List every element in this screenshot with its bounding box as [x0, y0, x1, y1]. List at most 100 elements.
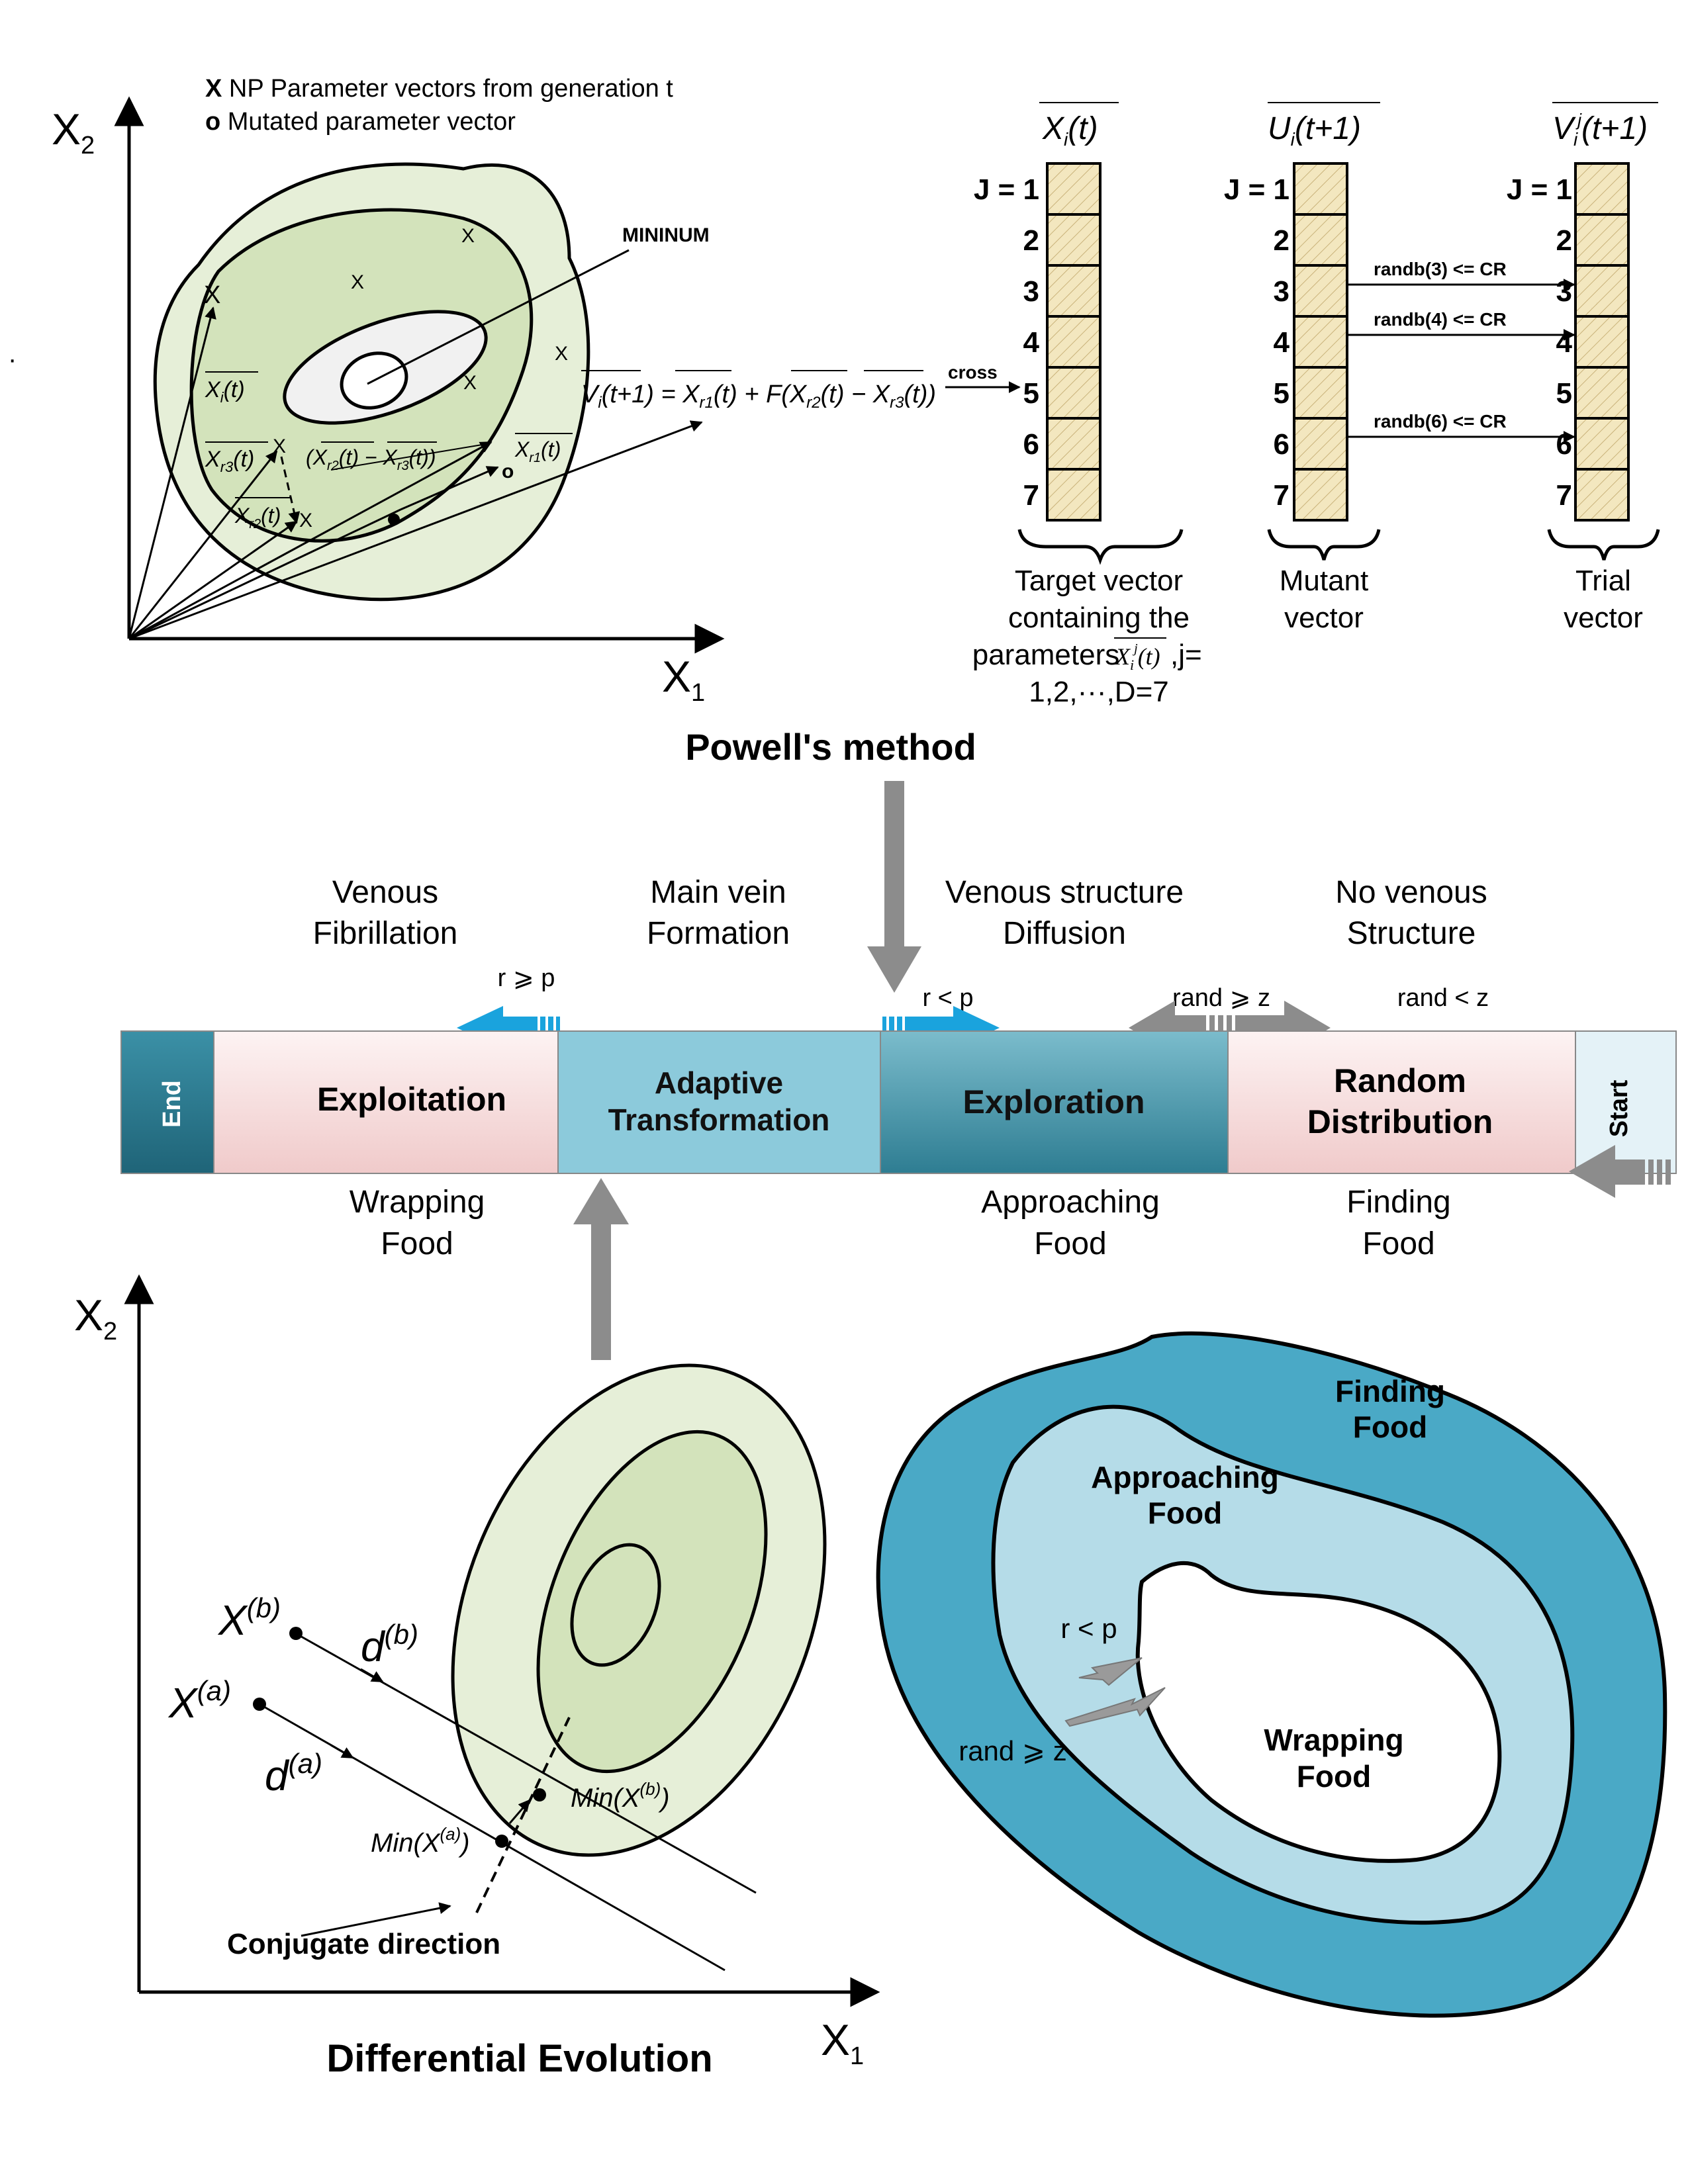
trial-brace: [1547, 529, 1660, 561]
band-exploitation: [213, 1030, 559, 1174]
phase-approaching-2: Food: [1034, 1226, 1106, 1261]
trial-caption: Trial vector: [1564, 565, 1643, 634]
phase-venous-diffusion: Venous structure: [945, 875, 1184, 910]
difference-vector: [280, 456, 301, 524]
trial-vector-cell: [1574, 468, 1630, 522]
minimum-label: MININUM: [622, 224, 710, 246]
svg-text:,j=: ,j=: [1170, 639, 1202, 671]
mutant-brace: [1267, 529, 1381, 561]
mutant-vector-cell: [1293, 213, 1348, 267]
svg-text:Target vector: Target vector: [1015, 565, 1183, 597]
diff-label-leader: [330, 443, 491, 471]
mutant-vector-row-label: 2: [1274, 224, 1289, 257]
mutant-vector-cell: [1293, 468, 1348, 522]
svg-text:vector: vector: [1564, 602, 1643, 634]
trial-vector-row-label: 3: [1556, 275, 1572, 308]
xi-label: Xi(t): [205, 371, 258, 406]
target-vector-column: J = 1 2 3 4 5 6 7: [974, 162, 1102, 522]
trial-vector-row-label: 2: [1556, 224, 1572, 257]
trial-vector-row-label: 7: [1556, 479, 1572, 512]
mutant-vector-row-label: 7: [1274, 479, 1289, 512]
trial-header: Vij(t+1): [1552, 102, 1658, 150]
trial-vector-cell: [1574, 417, 1630, 471]
svg-text:(Xr2(t) − Xr3(t)): (Xr2(t) − Xr3(t)): [306, 445, 436, 473]
trial-vector-row-label: 6: [1556, 428, 1572, 461]
svg-text:Vi(t+1) = Xr1(t) + F(Xr2(t) −: Vi(t+1) = Xr1(t) + F(Xr2(t) − Xr3(t)): [581, 381, 936, 412]
phase-labels-bottom: Wrapping Food Approaching Food Finding F…: [350, 1185, 1451, 1261]
band-exploration: [880, 1030, 1229, 1174]
legend-x-line: X NP Parameter vectors from generation t: [205, 75, 673, 103]
target-vector-row-label: J = 1: [974, 173, 1039, 206]
mutant-vector-cell: [1293, 315, 1348, 369]
svg-text:containing the: containing the: [1008, 602, 1190, 634]
phase-venous-fibrillation: Venous: [332, 875, 438, 910]
de-y-axis-label: X2: [52, 105, 95, 159]
finding-food-label-2: Food: [1353, 1410, 1427, 1444]
food-condition-rand-ge-z: rand ⩾ z: [959, 1735, 1067, 1766]
pop-marker: X: [555, 343, 568, 365]
scaled-difference: [400, 466, 499, 511]
mutation-formula: Vi(t+1) = Xr1(t) + F(Xr2(t) − Xr3(t)): [581, 370, 936, 412]
svg-text:1,2,···,D=7: 1,2,···,D=7: [1029, 676, 1169, 708]
pop-marker: X: [299, 510, 312, 531]
conjugate-direction-arrow: [508, 1799, 531, 1824]
direction-arrow-a: [330, 1744, 354, 1759]
point-xa: [253, 1698, 266, 1711]
condition-r-lt-p: r < p: [922, 984, 973, 1012]
target-vector-row-label: 7: [1023, 479, 1039, 512]
vector-xr3: [128, 450, 278, 639]
label-xb: X(b): [217, 1592, 281, 1644]
de-up-arrow: [573, 1178, 629, 1360]
label-da: d(a): [265, 1748, 322, 1799]
food-condition-r-lt-p: r < p: [1060, 1613, 1117, 1644]
svg-text:Mutant: Mutant: [1280, 565, 1369, 597]
svg-text:Xi(t): Xi(t): [205, 377, 245, 406]
target-vector-cell: [1046, 417, 1102, 471]
band-end-label: End: [158, 1080, 186, 1128]
band-start-label: Start: [1605, 1079, 1633, 1137]
xr1-label: Xr1(t): [514, 433, 573, 465]
label-min-a: Min(X(a)): [371, 1824, 470, 1858]
band-start: [1575, 1030, 1677, 1174]
trial-vector-cell: [1574, 213, 1630, 267]
phase-main-vein: Main vein: [650, 875, 786, 910]
phase-no-venous-2: Structure: [1347, 916, 1476, 951]
vector-long: [128, 420, 703, 640]
point-xb: [289, 1627, 303, 1640]
de-x-axis-label: X1: [662, 652, 705, 707]
mutant-vector-row-label: 5: [1274, 377, 1289, 410]
band-random-label-2: Distribution: [1307, 1103, 1493, 1140]
target-vector-row-label: 4: [1023, 326, 1040, 359]
vector-xr2: [128, 520, 298, 640]
conjugate-direction-line: [475, 1717, 571, 1913]
pop-marker: X: [351, 271, 364, 293]
svg-text:Xr3(t): Xr3(t): [205, 447, 254, 475]
mutant-vector-cell: [1293, 366, 1348, 420]
svg-text:Xr1(t): Xr1(t): [514, 437, 561, 465]
svg-text:Ui(t+1): Ui(t+1): [1268, 111, 1361, 150]
target-vector-cell: [1046, 315, 1102, 369]
vector-columns: Xi(t) Ui(t+1) Vij(t+1) J = 1 2 3 4 5 6 7 J = 1…: [972, 102, 1660, 708]
target-brace: [1017, 529, 1184, 565]
vector-xi: [128, 306, 216, 639]
trial-vector-row-label: 5: [1556, 377, 1572, 410]
food-panel: Finding Food Approaching Food Wrapping F…: [876, 1331, 1667, 2018]
randb-label-4: randb(4) <= CR: [1374, 309, 1507, 330]
svg-text:Vij(t+1): Vij(t+1): [1552, 110, 1648, 150]
band-exploration-label: Exploration: [962, 1083, 1145, 1120]
minimum-pointer: [367, 249, 630, 385]
condition-rand-ge-z: rand ⩾ z: [1172, 984, 1270, 1012]
target-vector-row-label: 6: [1023, 428, 1039, 461]
difference-label: (Xr2(t) − Xr3(t)): [306, 441, 437, 473]
wrapping-food-label-1: Wrapping: [1264, 1723, 1403, 1757]
randb-label-6: randb(6) <= CR: [1374, 411, 1507, 432]
food-arrows: [1064, 1657, 1166, 1727]
pop-marker: X: [463, 372, 477, 394]
target-vector-cell: [1046, 366, 1102, 420]
mutant-vector-row-label: 6: [1274, 428, 1289, 461]
phase-wrapping-2: Food: [381, 1226, 453, 1261]
food-region-wrapping: [1135, 1561, 1502, 1863]
direction-arrow-b: [360, 1668, 384, 1683]
mutant-vector-row-label: J = 1: [1224, 173, 1289, 206]
